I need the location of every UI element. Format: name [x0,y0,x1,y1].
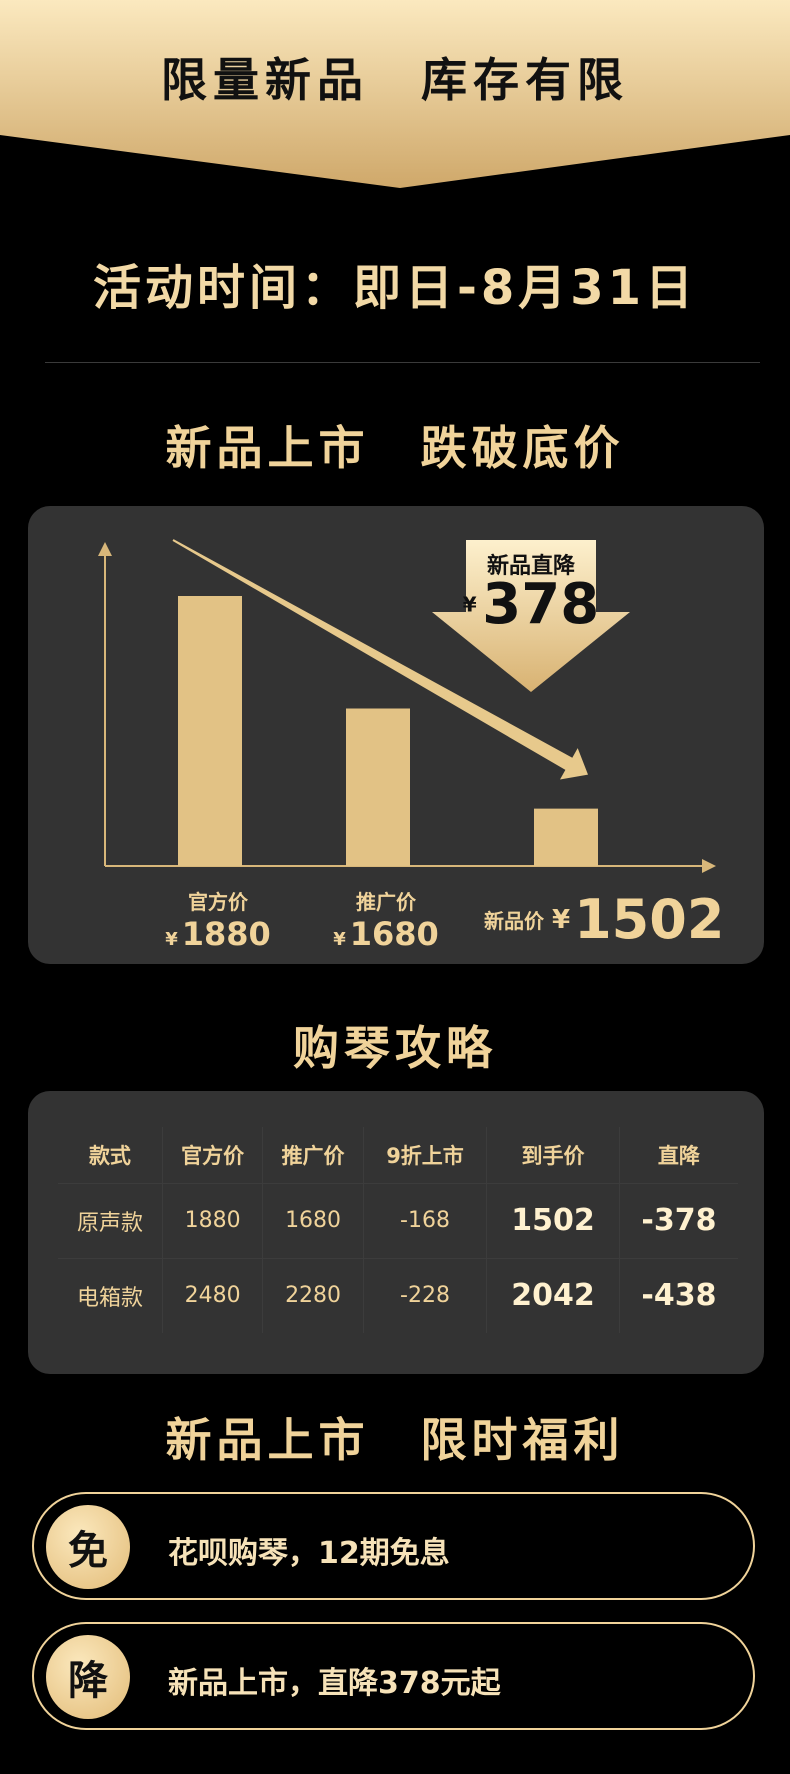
value-label: 1502 [574,888,725,951]
guide-section-title: 购琴攻略 [293,1021,497,1075]
benefit-text: 花呗购琴，12期免息 [168,1536,450,1571]
cell-discount: -228 [363,1257,488,1333]
header-promo: 推广价 [262,1127,364,1183]
price-chart [98,539,716,873]
currency-symbol: ¥ [552,904,571,935]
header-discount: 9折上市 [363,1127,488,1183]
down-arrow-icon [432,540,630,692]
benefit-badge: 降 [46,1635,130,1719]
price-table: 款式 官方价 推广价 9折上市 到手价 直降 原声款 1880 1680 -16… [58,1127,738,1333]
currency-symbol: ¥ [165,929,178,950]
cell-official: 1880 [162,1182,264,1258]
bar-新品价 [534,808,598,866]
chart-label-official: 官方价 ¥1880 [148,886,288,953]
benefit-badge: 免 [46,1505,130,1589]
price-drop-callout: 新品直降 ¥ 378 [432,532,630,692]
top-banner: 限量新品 库存有限 [0,0,790,190]
cell-style: 原声款 [58,1182,163,1258]
cell-promo: 1680 [262,1182,364,1258]
category-label: 官方价 [188,890,248,914]
cell-promo: 2280 [262,1257,364,1333]
benefit-interest-free: 免 花呗购琴，12期免息 [32,1492,755,1600]
cell-style: 电箱款 [58,1257,163,1333]
callout-value-row: ¥ 378 [432,572,630,637]
table-row: 原声款 1880 1680 -168 1502 -378 [58,1182,738,1258]
bar-推广价 [346,708,410,866]
banner-shape [0,0,790,188]
benefits-section-title: 新品上市 限时福利 [165,1413,625,1467]
category-label: 新品价 [484,909,544,933]
cell-drop: -378 [619,1182,738,1258]
table-header-row: 款式 官方价 推广价 9折上市 到手价 直降 [58,1127,738,1183]
benefit-price-drop: 降 新品上市，直降378元起 [32,1622,755,1730]
chart-label-new: 新品价 ¥1502 [484,888,724,951]
price-section-title: 新品上市 跌破底价 [165,421,625,475]
price-chart-panel: 官方价 ¥1880 推广价 ¥1680 新品价 ¥1502 [28,506,764,964]
bar-官方价 [178,596,242,866]
header-final: 到手价 [486,1127,620,1183]
callout-value: 378 [482,572,600,637]
header-style: 款式 [58,1127,163,1183]
cell-discount: -168 [363,1182,488,1258]
header-official: 官方价 [162,1127,264,1183]
callout-currency: ¥ [462,592,477,617]
value-label: 1880 [181,915,271,953]
divider [45,362,760,363]
benefit-text: 新品上市，直降378元起 [168,1666,501,1701]
y-axis-arrow-icon [98,542,112,556]
callout-label: 新品直降 [486,554,575,579]
banner-title: 限量新品 库存有限 [161,53,629,107]
cell-official: 2480 [162,1257,264,1333]
chart-label-promo: 推广价 ¥1680 [316,886,456,953]
header-drop: 直降 [657,1143,700,1168]
event-date: 活动时间：即日-8月31日 [92,260,698,316]
table-row: 电箱款 2480 2280 -228 2042 -438 [58,1257,738,1333]
category-label: 推广价 [356,890,416,914]
currency-symbol: ¥ [333,929,346,950]
value-label: 1680 [349,915,439,953]
cell-final: 2042 [486,1257,620,1333]
x-axis-arrow-icon [702,859,716,873]
price-table-panel: 款式 官方价 推广价 9折上市 到手价 直降 原声款 1880 1680 -16… [28,1091,764,1374]
cell-drop: -438 [619,1257,738,1333]
cell-final: 1502 [486,1182,620,1258]
trend-arrow-icon [172,539,588,780]
